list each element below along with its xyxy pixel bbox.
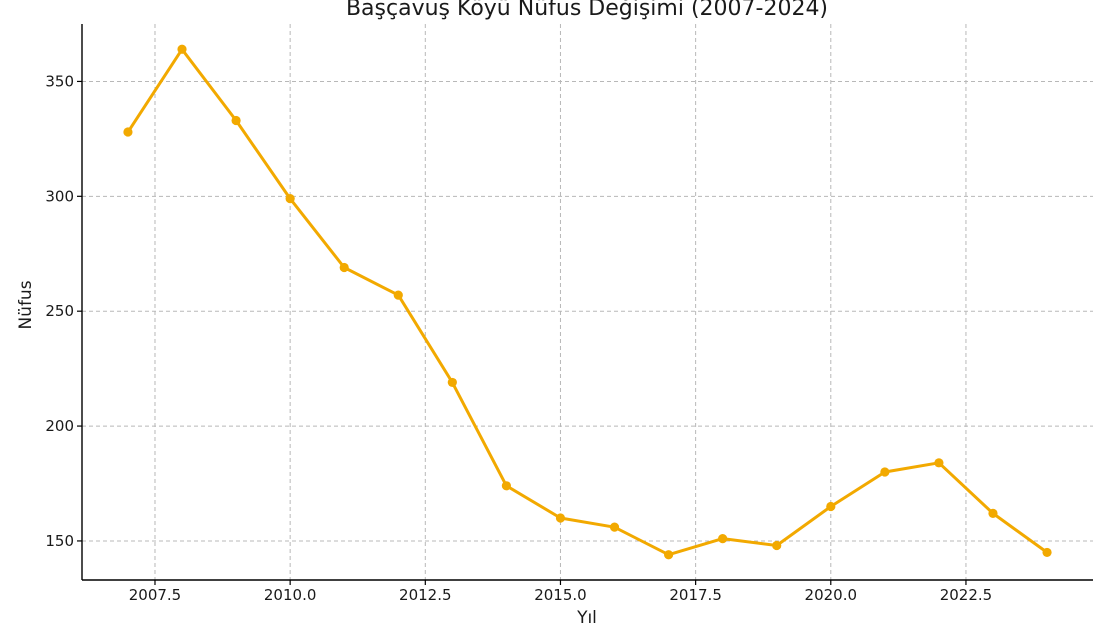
- chart-title: Başçavuş Köyü Nüfus Değişimi (2007-2024): [346, 0, 828, 21]
- series-layer: [123, 44, 1052, 560]
- data-point: [501, 481, 512, 491]
- data-point: [988, 508, 998, 518]
- axes-spines: [81, 24, 1093, 581]
- data-point: [177, 44, 187, 54]
- y-tick-label: 200: [45, 417, 74, 435]
- x-tick-label: 2007.5: [129, 586, 182, 604]
- y-axis-ticks: 150 200 250 300 350: [45, 72, 82, 550]
- series-line: [126, 47, 1049, 557]
- y-tick-label: 250: [45, 302, 74, 320]
- data-point: [285, 194, 295, 204]
- data-point: [880, 467, 890, 477]
- grid-lines: [82, 24, 1093, 580]
- data-point: [1042, 547, 1052, 558]
- x-axis-ticks: 2007.5 2010.0 2012.5 2015.0 2017.5 2020.0 2022…: [129, 580, 992, 604]
- data-point: [826, 501, 836, 512]
- x-tick-label: 2020.0: [805, 586, 858, 604]
- x-tick-label: 2015.0: [534, 586, 587, 604]
- x-tick-label: 2017.5: [669, 586, 722, 604]
- y-tick-label: 300: [45, 187, 74, 205]
- data-point: [663, 550, 674, 560]
- y-tick-label: 150: [45, 532, 74, 550]
- data-point: [393, 290, 403, 300]
- y-axis-label: Nüfus: [16, 280, 36, 329]
- x-tick-label: 2012.5: [399, 586, 452, 604]
- data-point: [934, 458, 944, 468]
- x-tick-label: 2010.0: [264, 586, 317, 604]
- data-point: [447, 377, 457, 388]
- data-point: [123, 127, 133, 137]
- data-point: [718, 534, 728, 544]
- data-point: [772, 540, 782, 551]
- data-point: [231, 115, 241, 126]
- x-tick-label: 2022.5: [940, 586, 993, 604]
- data-point: [555, 513, 566, 523]
- data-point: [339, 262, 349, 273]
- y-tick-label: 350: [45, 72, 74, 90]
- data-point: [609, 522, 620, 532]
- x-axis-label: Yıl: [576, 608, 597, 625]
